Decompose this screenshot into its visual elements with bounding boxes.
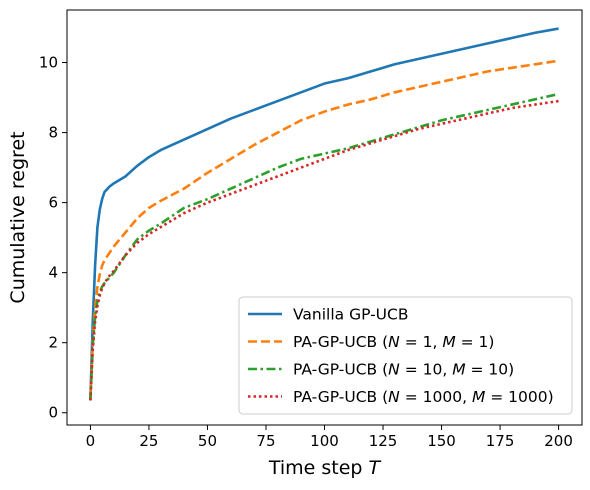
x-tick-label: 175 — [486, 432, 515, 450]
x-tick-label: 150 — [427, 432, 456, 450]
x-tick-label: 0 — [86, 432, 96, 450]
y-axis-label: Cumulative regret — [7, 131, 29, 303]
x-tick-label: 25 — [139, 432, 158, 450]
x-tick-label: 100 — [310, 432, 339, 450]
series-line-3 — [89, 92, 559, 401]
x-axis-label: Time step T — [268, 457, 382, 479]
series-line-4 — [89, 99, 559, 401]
series-line-1 — [89, 27, 559, 399]
legend-box — [238, 296, 573, 415]
x-tick-label: 50 — [198, 432, 217, 450]
x-axis: 0 25 50 75 100 125 150 175 200 — [86, 425, 573, 450]
legend-label-4: PA-GP-UCB (N = 1000, M = 1000) — [293, 388, 554, 406]
y-axis: 0 2 4 6 8 10 — [39, 54, 67, 422]
legend-label-3: PA-GP-UCB (N = 10, M = 10) — [293, 361, 514, 379]
legend-label-1: Vanilla GP-UCB — [293, 306, 408, 324]
y-tick-label: 2 — [48, 334, 58, 352]
series-line-2 — [89, 59, 559, 399]
y-tick-label: 6 — [48, 194, 58, 212]
x-tick-label: 75 — [256, 432, 275, 450]
x-tick-label: 200 — [544, 432, 573, 450]
y-tick-label: 10 — [39, 54, 58, 72]
y-tick-label: 4 — [48, 264, 58, 282]
legend: Vanilla GP-UCB PA-GP-UCB (N = 1, M = 1) PA… — [238, 296, 573, 415]
x-tick-label: 125 — [369, 432, 398, 450]
legend-label-2: PA-GP-UCB (N = 1, M = 1) — [293, 333, 494, 351]
y-tick-label: 8 — [48, 124, 58, 142]
y-tick-label: 0 — [48, 404, 58, 422]
